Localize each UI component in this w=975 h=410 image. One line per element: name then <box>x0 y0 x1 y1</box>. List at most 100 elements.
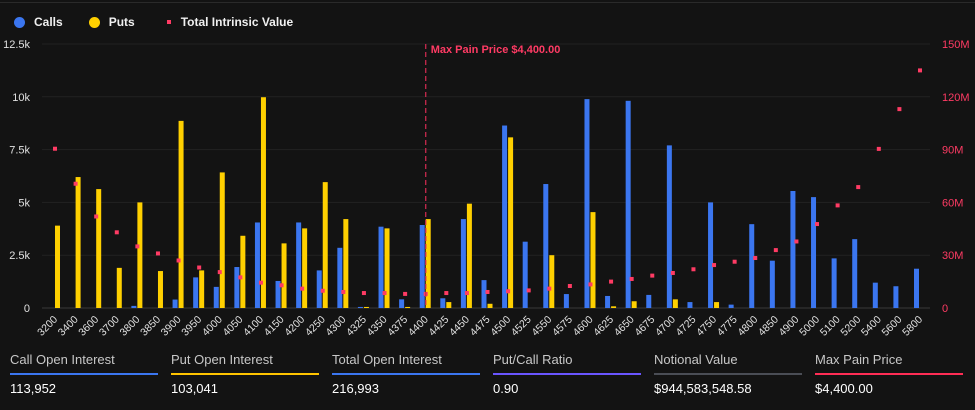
call-bar <box>316 270 322 308</box>
stat-underline <box>10 373 158 375</box>
stat-value: 216,993 <box>332 381 379 396</box>
left-tick-label: 2.5k <box>9 250 30 262</box>
tiv-point <box>835 203 840 208</box>
put-bar <box>590 212 596 308</box>
call-bar <box>522 241 528 308</box>
x-tick-label: 4325 <box>344 314 369 339</box>
tiv-point <box>53 146 57 151</box>
put-bar <box>611 306 617 308</box>
put-bar <box>363 306 369 308</box>
x-tick-label: 4725 <box>674 314 699 339</box>
put-bar <box>240 235 246 308</box>
tiv-point <box>547 286 552 291</box>
chart-legend: Calls Puts Total Intrinsic Value <box>14 15 319 29</box>
x-tick-label: 5600 <box>880 314 905 339</box>
tiv-point <box>794 239 799 244</box>
stat-total-oi: Total Open Interest 216,993 <box>332 352 480 396</box>
x-tick-label: 4900 <box>777 314 802 339</box>
tiv-point <box>732 259 737 264</box>
tiv-point <box>197 265 202 270</box>
call-bar <box>543 184 549 308</box>
open-interest-chart: 0 2.5k 5k 7.5k 10k 12.5k 0 30M 60M 90M 120M 150M 320… <box>3 39 969 339</box>
x-tick-label: 5000 <box>797 314 822 339</box>
put-bar <box>137 202 143 308</box>
x-tick-label: 3600 <box>76 314 101 339</box>
x-tick-label: 4300 <box>323 314 348 339</box>
put-bar <box>260 97 266 308</box>
call-bar <box>378 226 384 308</box>
left-tick-label: 7.5k <box>9 145 30 157</box>
call-bar <box>666 145 672 308</box>
put-bar <box>714 302 720 308</box>
call-bar <box>419 224 425 308</box>
put-bar <box>631 301 637 308</box>
put-bar <box>672 299 678 308</box>
call-bar <box>275 280 281 308</box>
put-bar <box>199 270 205 308</box>
tiv-point <box>876 146 881 151</box>
x-tick-label: 4550 <box>529 314 554 339</box>
stat-value: 0.90 <box>493 381 519 396</box>
stat-underline <box>171 373 319 375</box>
x-tick-label: 5200 <box>838 314 863 339</box>
x-tick-label: 4650 <box>612 314 637 339</box>
right-tick-label: 30M <box>942 250 963 262</box>
left-tick-label: 0 <box>24 303 30 315</box>
tiv-point <box>155 251 160 256</box>
tiv-point <box>588 282 593 287</box>
legend-calls-label: Calls <box>34 15 63 29</box>
tiv-point <box>856 185 861 190</box>
call-bar <box>131 305 137 308</box>
stat-underline <box>332 373 480 375</box>
x-tick-label: 4600 <box>571 314 596 339</box>
tiv-point <box>135 244 140 249</box>
put-bar <box>157 271 163 308</box>
tiv-point <box>712 263 717 268</box>
legend-tiv[interactable]: Total Intrinsic Value <box>161 15 293 29</box>
x-tick-label: 4375 <box>385 314 410 339</box>
x-tick-label: 4425 <box>426 314 451 339</box>
stat-max-pain: Max Pain Price $4,400.00 <box>815 352 963 396</box>
tiv-point <box>526 288 531 293</box>
tiv-point <box>609 279 614 284</box>
tiv-point <box>815 222 820 227</box>
tiv-point <box>238 275 243 280</box>
tiv-point <box>217 270 222 275</box>
call-bar <box>625 100 631 308</box>
call-bar <box>254 222 260 308</box>
call-bar <box>584 99 590 308</box>
max-pain-label: Max Pain Price $4,400.00 <box>431 44 561 56</box>
tiv-point <box>114 230 119 235</box>
stat-label: Total Open Interest <box>332 352 442 367</box>
tiv-point <box>176 258 181 263</box>
x-tick-label: 4625 <box>591 314 616 339</box>
call-bar <box>502 125 508 309</box>
call-bar <box>852 239 858 308</box>
x-tick-label: 3850 <box>138 314 163 339</box>
stat-underline <box>493 373 641 375</box>
right-tick-label: 0 <box>942 303 948 315</box>
legend-puts-label: Puts <box>108 15 135 29</box>
legend-puts[interactable]: Puts <box>88 15 135 29</box>
call-bar <box>893 286 899 308</box>
put-bar <box>302 228 308 308</box>
stat-call-oi: Call Open Interest 113,952 <box>10 352 158 396</box>
put-bar <box>322 182 328 308</box>
x-tick-label: 3400 <box>56 314 81 339</box>
tiv-point <box>73 181 78 186</box>
put-bar <box>116 267 122 308</box>
x-tick-label: 3900 <box>159 314 184 339</box>
x-tick-label: 4800 <box>735 314 760 339</box>
tiv-point <box>361 291 366 296</box>
legend-calls[interactable]: Calls <box>14 15 63 29</box>
call-bar <box>811 197 817 308</box>
x-tick-label: 4775 <box>715 314 740 339</box>
call-bar <box>749 224 755 308</box>
call-bar <box>831 258 837 308</box>
x-tick-label: 4850 <box>756 314 781 339</box>
call-bar <box>481 280 487 308</box>
stat-underline <box>815 373 963 375</box>
tiv-point <box>300 286 305 291</box>
x-tick-label: 4700 <box>653 314 678 339</box>
call-bar <box>357 306 363 308</box>
